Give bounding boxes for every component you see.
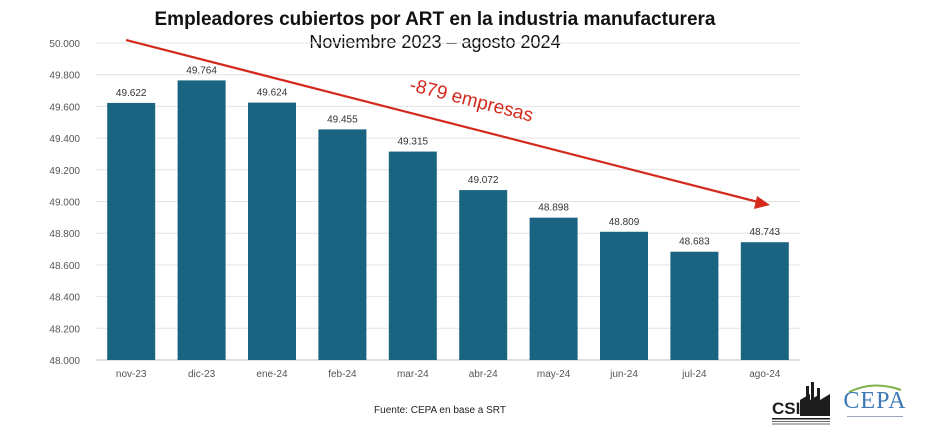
bar-value-label: 48.809 (609, 217, 640, 228)
x-tick-label: ago-24 (749, 369, 781, 380)
bar-value-label: 48.683 (679, 237, 710, 248)
bar (107, 102, 156, 361)
x-tick-label: dic-23 (188, 369, 216, 380)
csi-logo: CSI (772, 382, 830, 425)
chart-title: Empleadores cubiertos por ART en la indu… (154, 9, 716, 30)
y-tick-label: 48.400 (49, 293, 80, 304)
bar-value-label: 49.624 (257, 88, 288, 99)
bar-value-label: 49.764 (186, 65, 217, 76)
bar (600, 231, 648, 360)
bar (740, 242, 789, 360)
cepa-logo-text: CEPA (843, 388, 907, 414)
trend-arrowhead (754, 196, 770, 209)
bar (459, 190, 508, 360)
x-tick-label: abr-24 (469, 369, 498, 380)
y-tick-label: 50.000 (49, 39, 80, 50)
bar (670, 251, 719, 360)
y-tick-label: 49.000 (49, 198, 80, 209)
y-tick-label: 49.800 (49, 71, 80, 82)
bar-chart: 48.000 48.200 48.400 48.600 48.800 49.000 49.2… (49, 38, 800, 380)
bar-value-label: 48.743 (750, 227, 781, 238)
x-tick-label: feb-24 (328, 369, 357, 380)
y-tick-label: 48.800 (49, 229, 80, 240)
bar-value-label: 49.315 (398, 137, 429, 148)
bar-value-label: 49.072 (468, 175, 499, 186)
y-tick-label: 49.600 (49, 102, 80, 113)
bar-value-label: 49.455 (327, 114, 358, 125)
source-note: Fuente: CEPA en base a SRT (374, 405, 506, 416)
labels-layer: 48.000 48.200 48.400 48.600 48.800 49.000 49.2… (49, 39, 780, 380)
cepa-logo-swoosh (847, 384, 903, 417)
bar (529, 217, 578, 360)
x-tick-label: jun-24 (609, 369, 638, 380)
bar (177, 80, 226, 360)
y-tick-label: 48.200 (49, 324, 80, 335)
x-tick-label: ene-24 (256, 369, 288, 380)
y-tick-label: 49.400 (49, 134, 80, 145)
x-tick-label: may-24 (537, 369, 571, 380)
y-tick-label: 48.000 (49, 356, 80, 367)
x-tick-label: jul-24 (681, 369, 707, 380)
x-tick-label: mar-24 (397, 369, 429, 380)
y-tick-label: 48.600 (49, 261, 80, 272)
bar-value-label: 49.622 (116, 88, 147, 99)
bar-value-label: 48.898 (538, 203, 569, 214)
svg-text:CSI: CSI (772, 399, 800, 418)
bars-layer (107, 80, 789, 361)
trend-annotation: -879 empresas (407, 75, 535, 127)
chart-subtitle: Noviembre 2023 – agosto 2024 (309, 32, 561, 52)
cepa-logo: CEPA (843, 382, 907, 422)
bar (248, 102, 296, 360)
x-tick-label: nov-23 (116, 369, 147, 380)
trend-arrow (125, 38, 763, 205)
y-tick-label: 49.200 (49, 166, 80, 177)
bar (388, 151, 437, 360)
bar (318, 129, 367, 360)
